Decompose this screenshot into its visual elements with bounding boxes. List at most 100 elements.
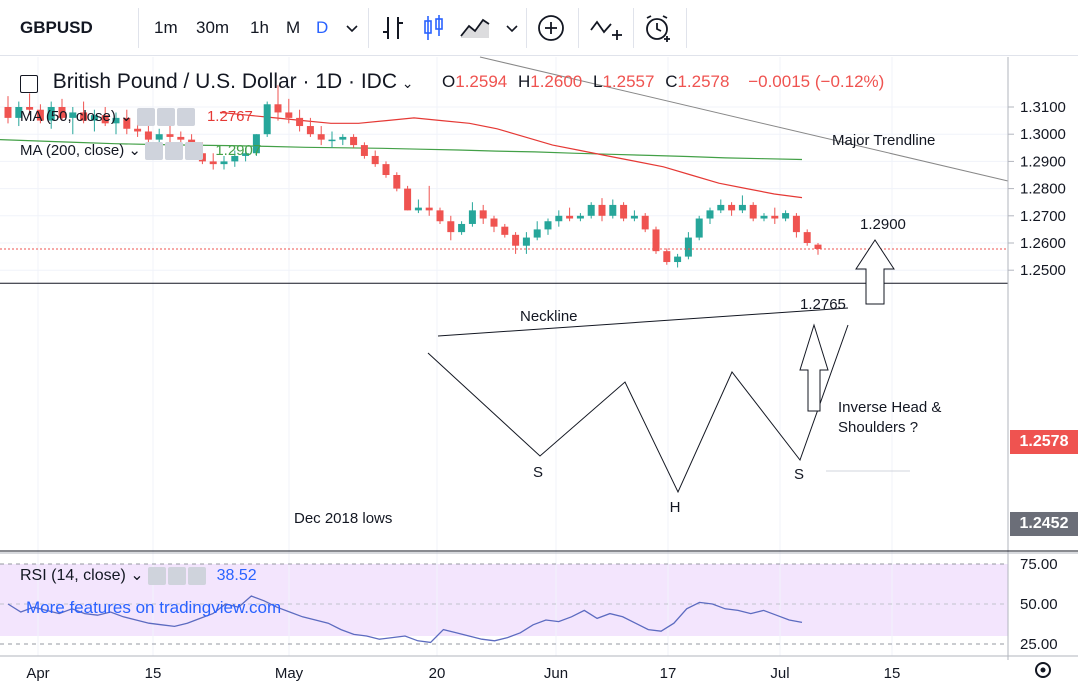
- chevron-down-icon[interactable]: ⌄: [401, 75, 414, 91]
- chevron-down-icon[interactable]: [344, 14, 360, 42]
- change-value: −0.0015 (−0.12%): [748, 72, 885, 91]
- symbol-search[interactable]: GBPUSD: [20, 18, 93, 37]
- candle-body: [738, 204, 746, 211]
- candle-body: [414, 207, 422, 211]
- visibility-eye-icon[interactable]: [136, 108, 155, 127]
- settings-gear-icon[interactable]: [165, 142, 184, 161]
- candle-body: [468, 210, 476, 224]
- time-tick-label: 15: [884, 665, 901, 682]
- top-toolbar: GBPUSD 1m 30m 1h M D: [0, 0, 1078, 56]
- remove-close-icon[interactable]: [188, 566, 207, 585]
- bar-style-icon[interactable]: [380, 14, 406, 42]
- price-tick-label: 1.3000: [1020, 126, 1066, 143]
- interval-month[interactable]: M: [286, 18, 301, 37]
- chevron-down-icon[interactable]: ⌄: [130, 567, 144, 584]
- toolbar-divider: [633, 8, 634, 48]
- interval-30m[interactable]: 30m: [196, 18, 230, 37]
- candle-body: [641, 215, 649, 230]
- rsi-tick-label: 50.00: [1020, 596, 1058, 613]
- candle-body: [47, 107, 55, 121]
- candle-body: [144, 131, 152, 140]
- ma200-value: 1.2907: [215, 142, 262, 159]
- add-indicator-icon[interactable]: [537, 14, 565, 42]
- area-chart-icon[interactable]: [460, 14, 490, 42]
- major-trendline-label: Major Trendline: [832, 132, 935, 149]
- candle-body: [209, 161, 217, 165]
- neckline-level-label: 1.2765: [800, 296, 846, 313]
- candle-body: [728, 204, 736, 211]
- chevron-down-icon[interactable]: [504, 14, 520, 42]
- candles-icon[interactable]: [421, 14, 447, 42]
- candle-body: [458, 223, 466, 233]
- time-tick-label: May: [275, 665, 304, 682]
- candle-body: [501, 226, 509, 235]
- target-arrow: [855, 239, 895, 305]
- pattern-zigzag: [427, 324, 849, 494]
- chevron-down-icon[interactable]: ⌄: [128, 142, 141, 159]
- candle-body: [90, 115, 98, 121]
- candle-body: [490, 218, 498, 227]
- candle-body: [576, 215, 584, 219]
- candle-body: [479, 210, 487, 219]
- symbol-title: British Pound / U.S. Dollar · 1D · IDC: [52, 70, 397, 93]
- remove-close-icon[interactable]: [176, 108, 195, 127]
- candle-body: [360, 145, 368, 156]
- candle-body: [177, 136, 185, 140]
- candle-body: [155, 134, 163, 140]
- rsi-label[interactable]: RSI (14, close): [20, 567, 126, 584]
- rsi-tick-label: 25.00: [1020, 636, 1058, 653]
- candle-body: [15, 107, 23, 118]
- legend-main: British Pound / U.S. Dollar · 1D · IDC ⌄: [20, 70, 413, 94]
- candle-body: [674, 256, 682, 263]
- chevron-down-icon[interactable]: ⌄: [120, 108, 133, 125]
- candle-body: [533, 229, 541, 238]
- candle-body: [512, 234, 520, 246]
- last-price-tag: 1.2578: [1010, 430, 1078, 454]
- open-value: 1.2594: [455, 72, 508, 91]
- candle-body: [771, 215, 779, 219]
- alert-icon[interactable]: [643, 14, 673, 42]
- collapse-legend-icon[interactable]: [20, 74, 38, 93]
- ma200-label[interactable]: MA (200, close): [20, 142, 125, 159]
- close-value: 1.2578: [677, 72, 730, 91]
- time-tick-label: Jun: [544, 665, 568, 682]
- settings-gear-icon[interactable]: [156, 108, 175, 127]
- level-price-tag: 1.2452: [1010, 512, 1078, 536]
- visibility-eye-icon[interactable]: [145, 142, 164, 161]
- candle-body: [317, 134, 325, 140]
- remove-close-icon[interactable]: [185, 142, 204, 161]
- ohlc-values: O1.2594 H1.2600 L1.2557 C1.2578 −0.0015 …: [442, 72, 884, 92]
- ma50-line: [219, 111, 803, 199]
- major-trendline: [479, 56, 1009, 182]
- compare-icon[interactable]: [589, 14, 625, 42]
- interval-1m[interactable]: 1m: [154, 18, 178, 37]
- settings-gear-icon[interactable]: [1035, 662, 1051, 678]
- settings-gear-icon[interactable]: [168, 566, 187, 585]
- ma50-label[interactable]: MA (50, close): [20, 108, 116, 125]
- interval-1h[interactable]: 1h: [250, 18, 269, 37]
- candle-body: [393, 175, 401, 189]
- candle-body: [382, 164, 390, 175]
- candle-body: [706, 210, 714, 219]
- candle-body: [263, 104, 271, 135]
- time-tick-label: Apr: [26, 665, 49, 682]
- candle-body: [274, 104, 282, 113]
- visibility-eye-icon[interactable]: [148, 566, 167, 585]
- rsi-tick-label: 75.00: [1020, 556, 1058, 573]
- neckline-label: Neckline: [520, 308, 578, 325]
- target-label: 1.2900: [860, 216, 906, 233]
- promo-link[interactable]: More features on tradingview.com: [26, 598, 282, 617]
- legend-ma50: MA (50, close) ⌄ 1.2767: [20, 107, 253, 127]
- candle-body: [26, 107, 34, 110]
- left-shoulder-label: S: [533, 464, 543, 481]
- low-label: L: [592, 72, 603, 91]
- candle-body: [544, 221, 552, 230]
- toolbar-divider: [526, 8, 527, 48]
- candle-body: [598, 204, 606, 216]
- time-tick-label: 20: [429, 665, 446, 682]
- candle-body: [717, 204, 725, 211]
- interval-day[interactable]: D: [316, 18, 329, 37]
- close-label: C: [665, 72, 678, 91]
- toolbar-divider: [578, 8, 579, 48]
